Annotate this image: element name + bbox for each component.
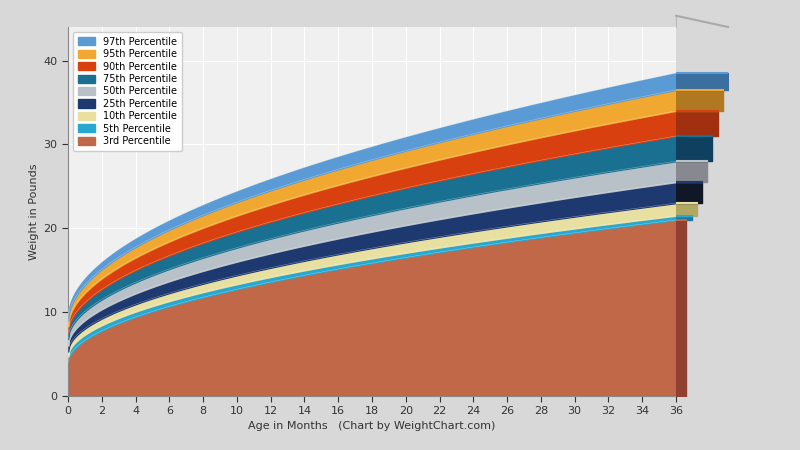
X-axis label: Age in Months   (Chart by WeightChart.com): Age in Months (Chart by WeightChart.com)	[248, 421, 496, 431]
Legend: 97th Percentile, 95th Percentile, 90th Percentile, 75th Percentile, 50th Percent: 97th Percentile, 95th Percentile, 90th P…	[73, 32, 182, 151]
Y-axis label: Weight in Pounds: Weight in Pounds	[30, 163, 39, 260]
